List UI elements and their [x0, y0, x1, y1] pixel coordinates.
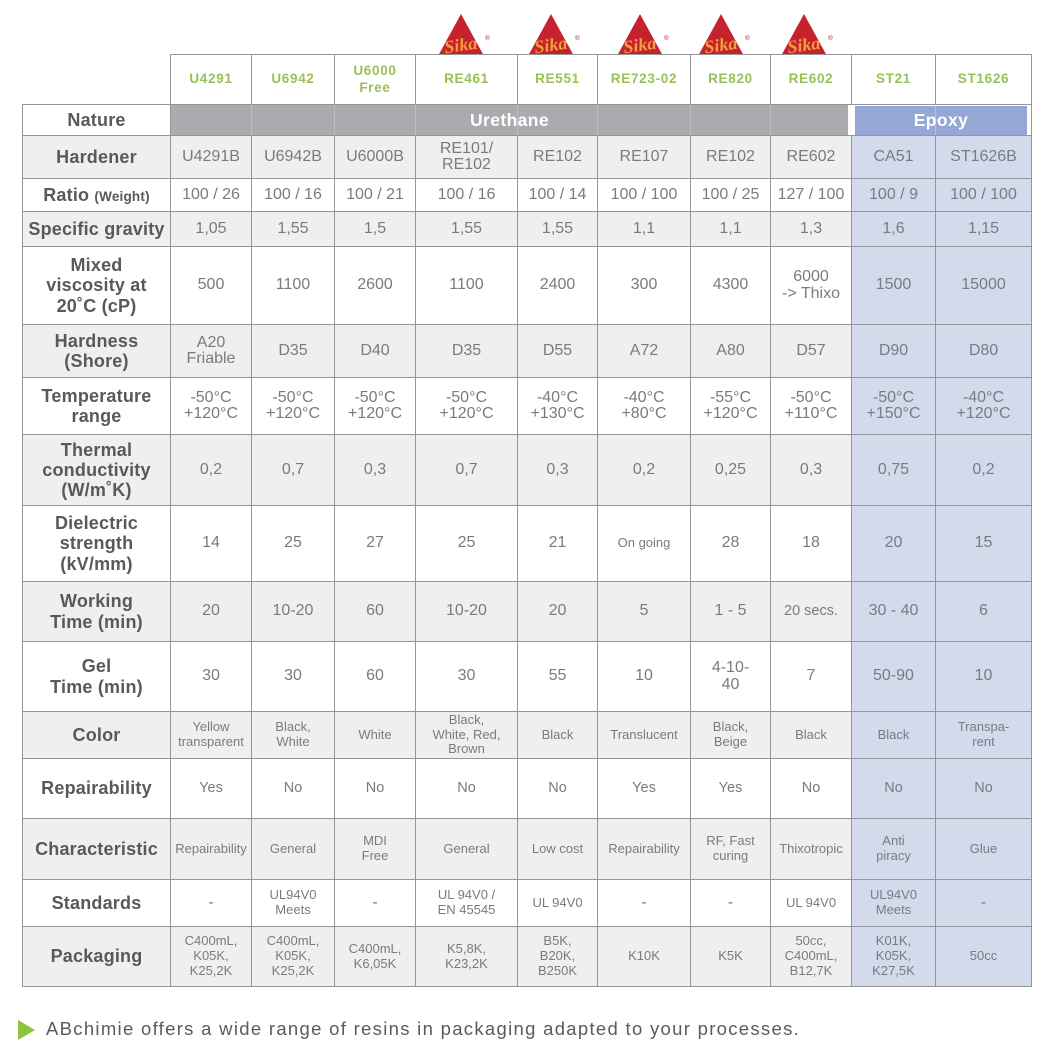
- svg-text:®: ®: [575, 34, 580, 42]
- svg-text:®: ®: [745, 34, 750, 42]
- svg-text:Sika: Sika: [533, 33, 568, 56]
- svg-text:®: ®: [828, 34, 833, 42]
- svg-text:Sika: Sika: [443, 33, 478, 56]
- svg-text:Sika: Sika: [703, 33, 738, 56]
- svg-text:®: ®: [664, 34, 669, 42]
- svg-text:Sika: Sika: [786, 33, 821, 56]
- svg-text:®: ®: [485, 34, 490, 42]
- svg-text:Sika: Sika: [622, 33, 657, 56]
